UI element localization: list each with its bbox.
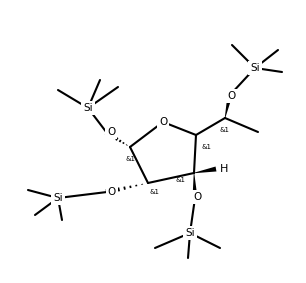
Text: Si: Si	[53, 193, 63, 203]
Text: &1: &1	[219, 127, 229, 133]
Polygon shape	[194, 166, 216, 173]
Text: O: O	[159, 117, 167, 127]
Text: &1: &1	[176, 177, 186, 183]
Text: O: O	[228, 91, 236, 101]
Text: O: O	[107, 127, 115, 137]
Text: O: O	[193, 192, 201, 202]
Text: &1: &1	[126, 156, 136, 162]
Text: &1: &1	[201, 144, 211, 150]
Text: Si: Si	[250, 63, 260, 73]
Text: &1: &1	[150, 189, 160, 195]
Text: H: H	[220, 164, 228, 174]
Text: Si: Si	[185, 228, 195, 238]
Polygon shape	[225, 95, 233, 118]
Polygon shape	[192, 173, 197, 198]
Text: Si: Si	[83, 103, 93, 113]
Text: O: O	[108, 187, 116, 197]
